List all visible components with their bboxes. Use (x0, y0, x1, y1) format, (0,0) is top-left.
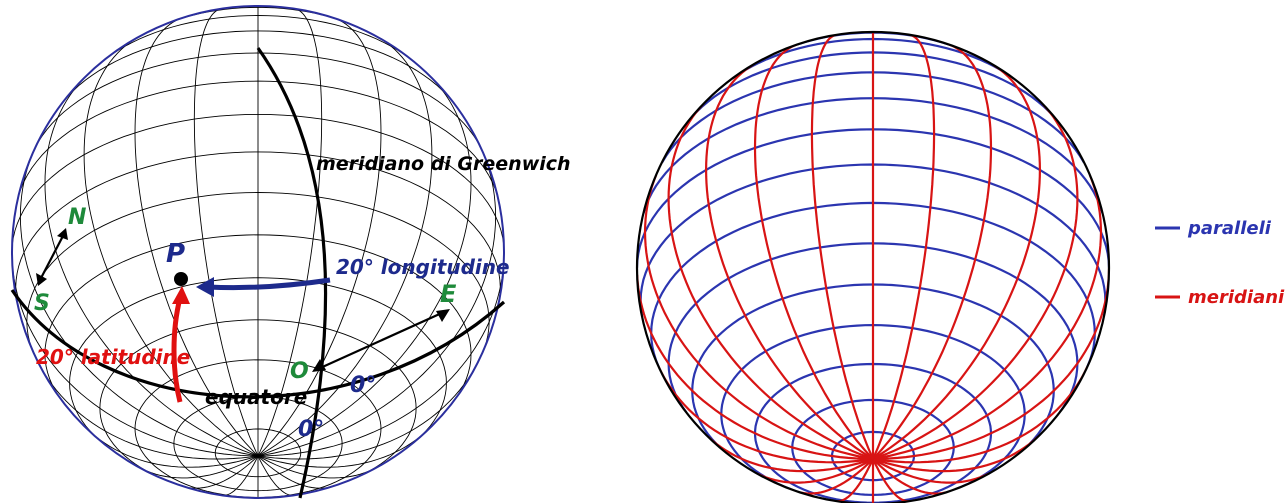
right-grid-meridian (872, 458, 946, 495)
left-grid-meridian (257, 361, 479, 460)
point-p-marker (174, 272, 188, 286)
right-grid-meridian (756, 457, 874, 484)
right-grid-meridian (667, 102, 874, 460)
right-grid-meridian (872, 63, 1042, 460)
right-grid-meridian (837, 458, 875, 503)
right-grid-meridian (872, 267, 1109, 460)
longitude-arrow (207, 277, 331, 291)
north-south-arrow (39, 233, 65, 281)
left-globe: meridiano di Greenwich P 20° longitudine… (10, 5, 571, 499)
left-grid-meridian (44, 76, 259, 457)
left-grid-meridian (141, 455, 259, 479)
greenwich-label: meridiano di Greenwich (316, 153, 571, 175)
right-grid-meridian (657, 366, 874, 464)
north-arrowhead-icon (57, 228, 68, 240)
right-grid-meridian (872, 174, 1103, 460)
left-grid-meridian (257, 455, 375, 479)
left-grid-meridian (257, 251, 504, 457)
right-grid-meridian (643, 174, 874, 460)
left-grid-meridian (19, 148, 259, 457)
equator-line (10, 289, 506, 399)
zero-meridian-label: 0° (298, 417, 324, 442)
left-grid-meridian (12, 259, 259, 457)
right-grid-meridian (872, 435, 1040, 473)
greenwich-meridian (256, 47, 328, 499)
right-grid-meridian (871, 34, 936, 460)
equator-label: equatore (205, 385, 307, 409)
west-arrowhead-icon (312, 359, 326, 372)
left-globe-outline (11, 5, 505, 499)
right-grid-meridian (810, 34, 875, 460)
right-grid-meridian (871, 458, 909, 503)
east-label: E (440, 280, 457, 308)
east-arrowhead-icon (436, 309, 450, 322)
left-grid-meridian (257, 431, 427, 468)
right-grid-meridian (706, 435, 874, 473)
longitude-label: 20° longitudine (336, 255, 510, 279)
right-grid-meridian (800, 458, 874, 495)
latitude-arrowhead (172, 286, 190, 304)
left-grid-meridian (37, 361, 259, 460)
south-label: S (34, 291, 50, 316)
right-grid-meridian (872, 102, 1079, 460)
west-label: O (290, 359, 309, 384)
left-grid-meridian (185, 455, 259, 489)
left-globe-grid (12, 6, 504, 498)
left-grid-meridian (89, 431, 259, 468)
right-grid-meridian (753, 43, 874, 460)
west-east-arrow (317, 310, 445, 371)
left-grid-meridian (257, 455, 331, 489)
right-grid-meridian (872, 366, 1089, 464)
right-globe-outline (635, 30, 1111, 503)
latitude-arrow (171, 297, 183, 403)
right-grid-meridian (872, 457, 990, 484)
left-grid-meridian (134, 17, 259, 457)
right-grid-meridian (704, 63, 874, 460)
right-globe (635, 30, 1111, 503)
left-grid-meridian (257, 76, 472, 457)
left-grid-meridian (257, 37, 433, 457)
zero-equator-label: 0° (350, 373, 376, 398)
legend-paralleli-label: paralleli (1187, 218, 1272, 239)
south-arrowhead-icon (36, 273, 47, 286)
north-label: N (68, 205, 86, 230)
left-grid-meridian (83, 37, 259, 457)
right-globe-grid (637, 32, 1109, 503)
latitude-label: 20° latitudine (36, 345, 190, 369)
point-p-label: P (166, 239, 185, 269)
left-grid-meridian (257, 17, 382, 457)
right-grid-meridian (872, 43, 993, 460)
left-grid-meridian (257, 148, 497, 457)
legend-meridiani-label: meridiani (1188, 287, 1285, 308)
legend: paralleli meridiani (1155, 218, 1285, 308)
longitude-arrowhead (196, 277, 214, 297)
left-grid-meridian (257, 8, 323, 457)
right-grid-meridian (637, 274, 874, 460)
left-grid-meridian (257, 455, 294, 496)
left-grid-meridian (193, 8, 259, 457)
left-grid-meridian (222, 455, 259, 496)
